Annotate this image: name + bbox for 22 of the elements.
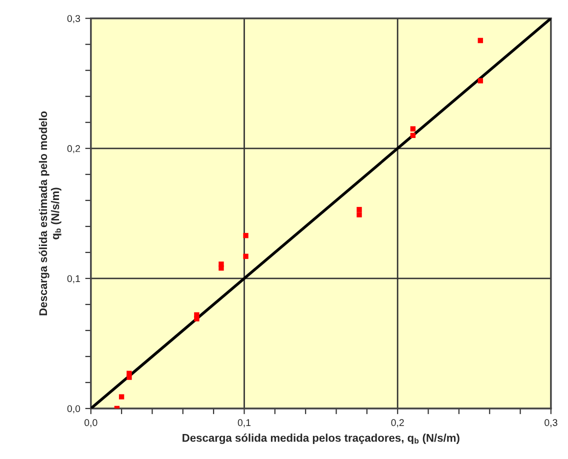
y-tick-label: 0,3 — [67, 15, 80, 24]
point — [243, 254, 248, 259]
point — [194, 316, 200, 322]
point — [218, 265, 224, 271]
x-tick-label: 0,2 — [391, 419, 404, 428]
x-tick-label: 0,3 — [544, 419, 558, 428]
point — [478, 38, 484, 44]
y-axis-title: Descarga sólida estimada pelo modelo q$_{b}$ (N/s/m) — [38, 111, 62, 316]
y-tick-label: 0,1 — [67, 275, 80, 284]
x-tick-label: 0,0 — [84, 419, 98, 428]
point — [243, 232, 248, 238]
point — [356, 212, 362, 218]
point — [126, 374, 132, 380]
y-tick-label: 0,2 — [67, 145, 80, 154]
point — [410, 126, 416, 132]
y-tick-label: 0,0 — [67, 405, 80, 414]
point — [118, 394, 124, 400]
point — [478, 78, 484, 84]
point — [356, 206, 362, 212]
point — [410, 132, 416, 138]
x-tick-label: 0,1 — [238, 419, 251, 428]
x-axis-title: Descarga sólida medida pelos traçadores, q$_{b}$ (N/s/m) — [182, 434, 460, 444]
